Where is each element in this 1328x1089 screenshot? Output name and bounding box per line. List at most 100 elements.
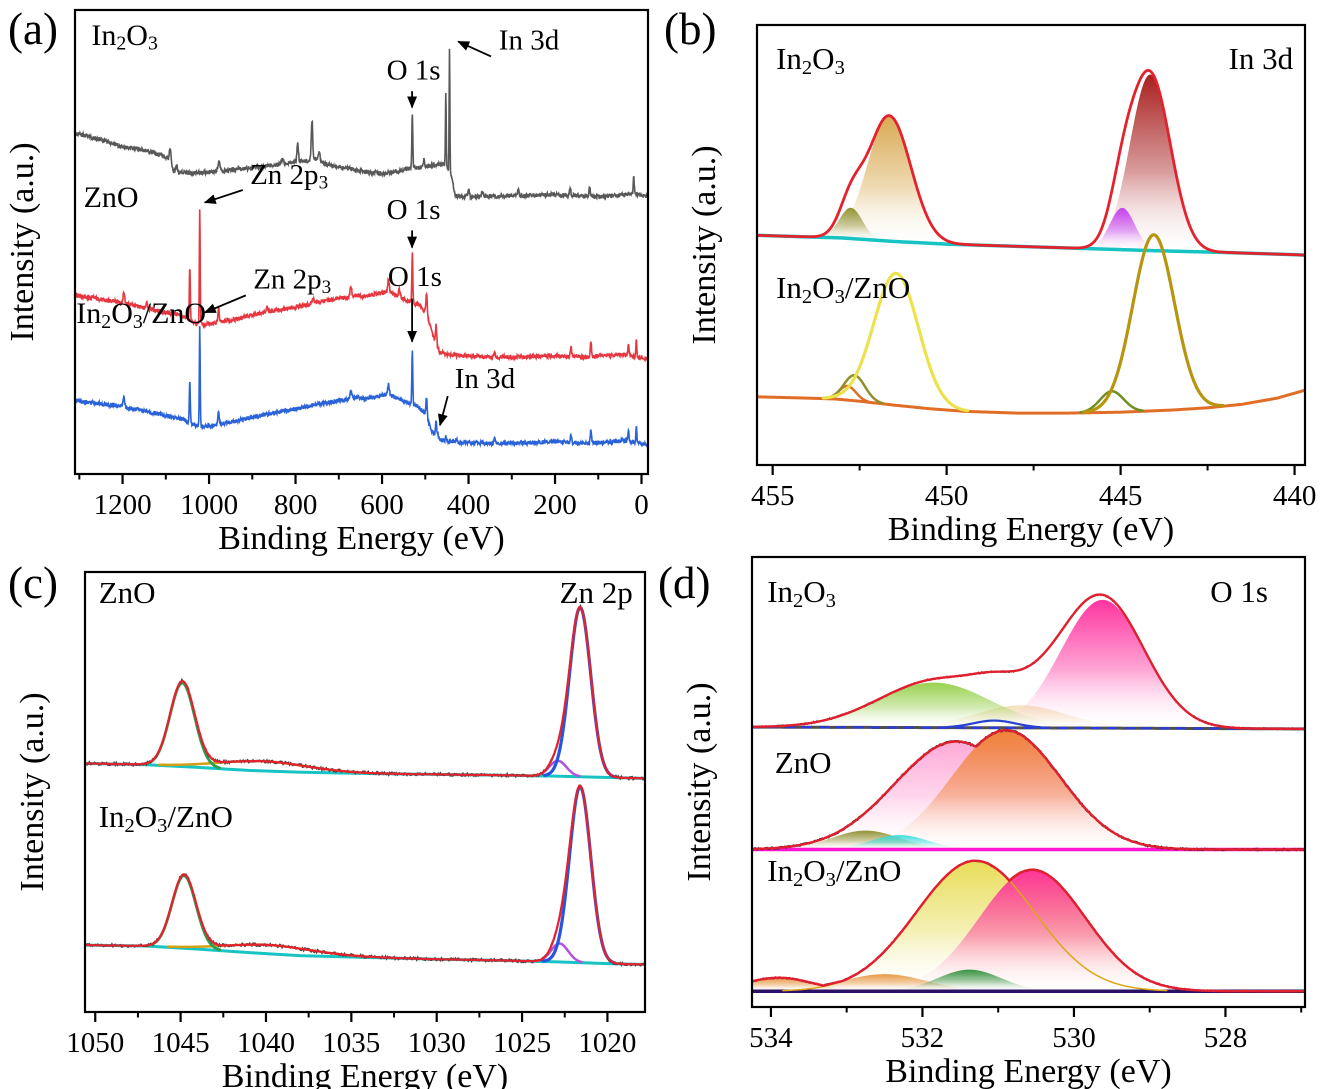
x-tick-label: 1030 (408, 1027, 466, 1059)
In2O3-In3d-component-fill-0 (793, 115, 984, 246)
panel-letter: (a) (8, 4, 58, 54)
plot-label: In2O3/ZnO (767, 853, 901, 891)
annotation-label: Zn 2p3 (250, 159, 328, 194)
x-tick-label: 1025 (493, 1027, 551, 1059)
In2O3ZnO-O1s-component-fill-1 (798, 869, 1265, 992)
In2O3ZnO-O1s-component-fill-4 (828, 969, 1110, 992)
In2O3-O1s-component-fill-2 (918, 599, 1286, 729)
x-tick-label: 1040 (237, 1027, 295, 1059)
x-tick-label: 1035 (322, 1027, 380, 1059)
y-axis-title: Intensity (a.u.) (4, 142, 41, 341)
plot-label: ZnO (99, 575, 156, 610)
annotation-label: O 1s (387, 55, 441, 87)
In2O3-In3d-component-fill-1 (800, 207, 902, 242)
annotation-label: In 3d (455, 363, 516, 395)
x-tick-label: 532 (901, 1022, 945, 1054)
panel-d-x-axis: 534 532 530 528 (749, 1007, 1303, 1054)
annotation-arrow (437, 395, 449, 427)
x-axis-title: Binding Energy (eV) (888, 511, 1174, 548)
x-tick-label: 600 (360, 489, 404, 521)
panel-d-plot-area (752, 593, 1305, 994)
plot-label: In2O3/ZnO (99, 799, 233, 837)
panel-b: 455 450 445 440 Binding Energy (eV) Intensity… (664, 4, 1316, 548)
x-tick-label: 200 (533, 489, 577, 521)
panel-c-x-axis: 1050 1045 1040 1035 1030 1025 1020 (66, 1012, 636, 1059)
annotation-arrow (203, 189, 244, 204)
In2O3-In3d-component-fill-3 (1066, 207, 1177, 252)
plot-label: ZnO (775, 745, 832, 780)
x-tick-label: 400 (447, 489, 491, 521)
ZnO-O1s-envelope (752, 729, 1305, 851)
plot-label: In2O3 (91, 19, 158, 55)
x-tick-label: 0 (634, 489, 649, 521)
x-tick-label: 1200 (94, 489, 152, 521)
In2O3-O1s-envelope (752, 593, 1305, 731)
x-tick-label: 530 (1052, 1022, 1096, 1054)
annotation-label: O 1s (388, 261, 442, 293)
annotation-label: Zn 2p3 (253, 263, 331, 298)
panel-a-plot-area (75, 48, 648, 449)
In2O3-O1s-baseline-dashed (752, 726, 1305, 730)
panel-c-plot-area (85, 603, 645, 968)
x-tick-label: 1045 (152, 1027, 210, 1059)
x-tick-label: 445 (1099, 480, 1143, 512)
plot-label: In2O3 (776, 41, 845, 79)
panel-a-frame (73, 8, 650, 476)
y-axis-title: Intensity (a.u.) (681, 682, 718, 881)
In2O3ZnO-In3d-baseline (757, 388, 1305, 415)
ZnO-O1s-component-fill-1 (764, 730, 1246, 850)
plot-label: O 1s (1210, 574, 1268, 609)
panel-b-frame (755, 23, 1307, 467)
ZnO-survey-curve (75, 209, 648, 363)
y-axis-title: Intensity (a.u.) (14, 692, 51, 891)
x-tick-label: 1000 (180, 489, 238, 521)
x-tick-label: 455 (751, 480, 795, 512)
x-tick-label: 1050 (66, 1027, 124, 1059)
panel-b-plot-area (757, 68, 1305, 415)
panel-d-frame (750, 555, 1307, 1009)
x-tick-label: 450 (925, 480, 969, 512)
panel-letter: (c) (8, 558, 58, 608)
panel-c: 1050 1045 1040 1035 1030 1025 1020 Binding Ener… (8, 558, 647, 1089)
x-axis-title: Binding Energy (eV) (222, 1058, 508, 1089)
In2O3ZnO-In3d-component-4 (1082, 233, 1225, 414)
ZnO-O1s-component-fill-3 (772, 835, 1027, 850)
In2O3ZnO-In3d-component-2 (821, 271, 970, 413)
In2O3ZnO-O1s-component-fill-2 (752, 974, 1068, 992)
annotation-arrow (457, 40, 492, 58)
x-axis-title: Binding Energy (eV) (218, 520, 504, 557)
panel-c-frame (83, 570, 647, 1014)
panel-a: 1200 1000 800 600 400 200 0 Binding Energy (eV)… (4, 4, 650, 557)
plot-label: Zn 2p (560, 575, 633, 610)
In2O3-O1s-component-3 (946, 719, 1042, 729)
In2O3ZnO-O1s-component-fill-3 (752, 977, 928, 992)
In2O3-In3d-envelope (757, 68, 1305, 257)
annotation-label: In 3d (499, 24, 560, 56)
panel-letter: (b) (664, 4, 716, 54)
panel-d: 534 532 530 528 Binding Energy (eV) Intensity… (658, 555, 1307, 1089)
In2O3ZnO-O1s-envelope (752, 859, 1305, 993)
panel-a-x-axis: 1200 1000 800 600 400 200 0 (78, 474, 649, 521)
plot-label: ZnO (84, 181, 139, 214)
plot-label: In 3d (1229, 41, 1294, 76)
y-axis-title: Intensity (a.u.) (686, 145, 723, 344)
x-tick-label: 800 (274, 489, 318, 521)
In2O3ZnO-Zn2p-envelope (85, 784, 645, 966)
x-axis-title: Binding Energy (eV) (885, 1053, 1171, 1089)
In2O3-O1s-component-fill-1 (752, 682, 1184, 729)
x-tick-label: 440 (1273, 480, 1317, 512)
x-tick-label: 1020 (578, 1027, 636, 1059)
annotation-arrow (203, 294, 247, 314)
plot-label: In2O3/ZnO (776, 270, 910, 308)
panel-b-x-axis: 455 450 445 440 (751, 465, 1316, 512)
ZnO-Zn2p-envelope (85, 605, 645, 780)
annotation-label: O 1s (387, 194, 441, 226)
x-tick-label: 528 (1204, 1022, 1248, 1054)
In2O3-In3d-component-fill-2 (1060, 74, 1239, 253)
panel-letter: (d) (658, 558, 710, 608)
plot-label: In2O3/ZnO (76, 297, 206, 333)
plot-label: In2O3 (767, 574, 836, 612)
